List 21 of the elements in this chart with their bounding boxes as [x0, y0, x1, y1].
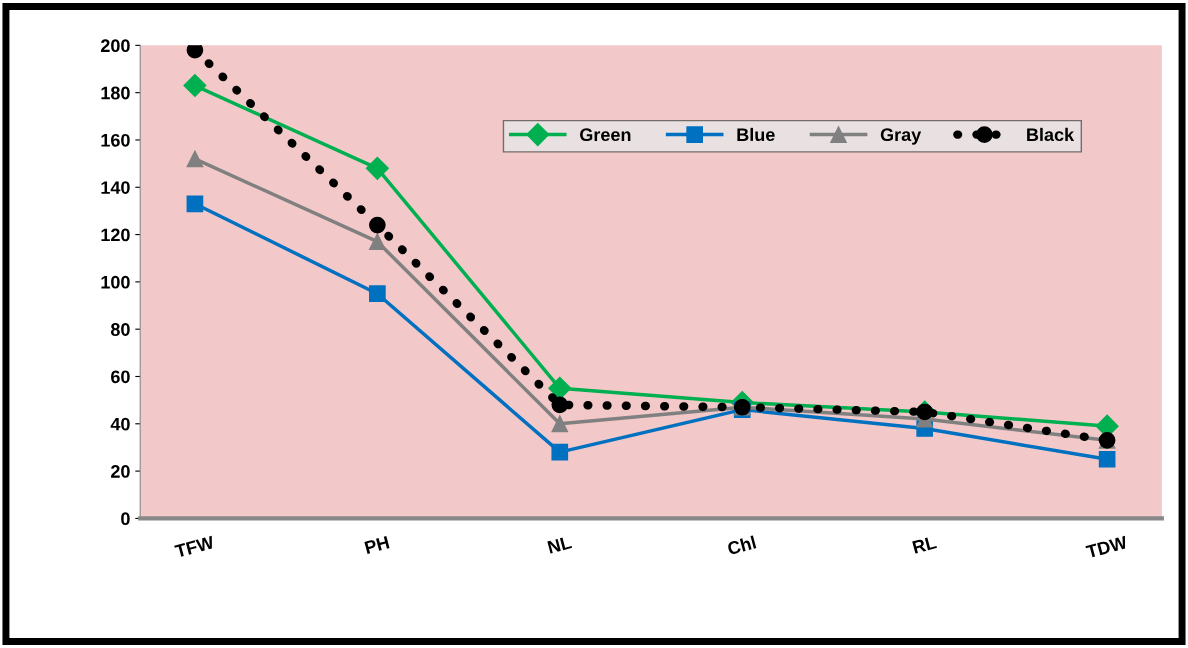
x-tick-label: NL: [547, 535, 573, 554]
y-tick-label: 100: [101, 275, 130, 289]
legend-label: Blue: [737, 127, 775, 142]
x-tick-label: PH: [364, 536, 390, 554]
y-tick-label: 160: [101, 133, 130, 147]
y-tick-label: 60: [111, 370, 130, 384]
x-tick-label: TDW: [1085, 535, 1129, 559]
y-tick-label: 40: [110, 417, 130, 431]
x-tick-label: TFW: [174, 535, 215, 558]
y-tick-label: 140: [101, 181, 130, 194]
legend-label: Green: [580, 128, 631, 142]
legend-label: Gray: [880, 128, 922, 145]
legend-label: Black: [1027, 127, 1075, 142]
y-tick-label: 80: [110, 323, 130, 336]
y-tick-label: 180: [101, 86, 130, 100]
x-tick-label: Chl: [726, 535, 757, 556]
y-tick-label: 0: [121, 512, 130, 526]
x-tick-label: RL: [912, 535, 937, 554]
y-tick-label: 20: [111, 465, 130, 478]
y-tick-label: 120: [101, 228, 130, 242]
y-tick-label: 200: [100, 39, 130, 53]
